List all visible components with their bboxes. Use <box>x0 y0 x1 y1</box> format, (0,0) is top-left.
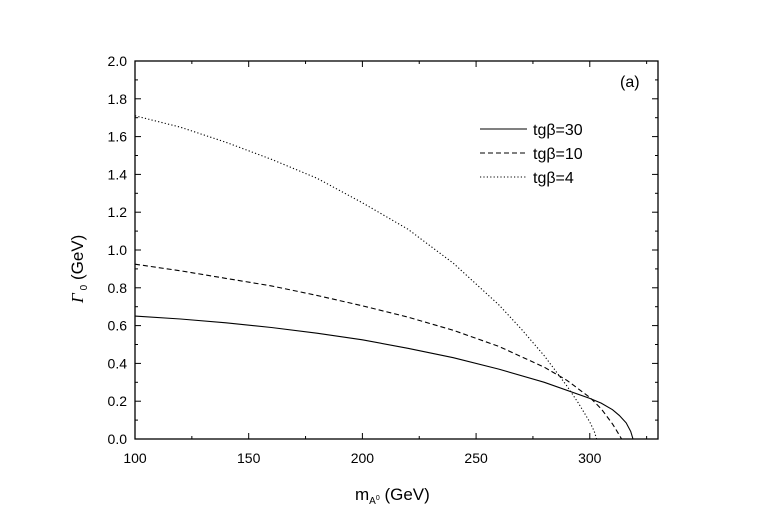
x-axis-title-unit: (GeV) <box>380 485 430 504</box>
plot-frame <box>134 60 659 440</box>
y-tick-label: 0.8 <box>108 280 128 296</box>
y-axis-title: Γ 0 (GeV) <box>68 235 90 304</box>
y-tick-label: 0.2 <box>108 393 128 409</box>
series-line-1 <box>134 315 634 440</box>
legend: tgβ=30 tgβ=10 tgβ=4 <box>480 122 583 187</box>
x-axis-title-superscript: 0 <box>376 495 380 502</box>
y-axis-title-unit: (GeV) <box>68 235 87 285</box>
x-tick-label: 300 <box>578 450 602 466</box>
y-axis-title-subscript: 0 <box>79 284 90 290</box>
tick-layer: 100 150 200 250 300 0.0 0.2 0.4 0.6 0.8 1.0 1.2 1.4 1… <box>108 53 658 466</box>
x-axis-title-subscript: A <box>369 496 376 507</box>
y-tick-label: 1.8 <box>108 91 128 107</box>
plot-area <box>134 60 659 440</box>
series-layer <box>134 115 634 440</box>
legend-label: tgβ=4 <box>533 170 574 187</box>
y-tick-label: 0.6 <box>108 318 128 334</box>
y-tick-label: 0.4 <box>108 355 128 371</box>
panel-label: (a) <box>620 74 640 91</box>
legend-label: tgβ=10 <box>533 146 583 163</box>
y-tick-label: 1.2 <box>108 204 128 220</box>
x-tick-label: 250 <box>464 450 488 466</box>
y-tick-label: 1.0 <box>108 242 128 258</box>
y-tick-label: 0.0 <box>108 431 128 447</box>
x-axis-title-main: m <box>355 485 369 504</box>
series-line-3 <box>134 115 598 440</box>
x-axis-title: mA0 (GeV) <box>355 485 430 507</box>
x-tick-label: 100 <box>123 450 147 466</box>
y-tick-label: 1.6 <box>108 129 128 145</box>
y-tick-label: 1.4 <box>108 166 128 182</box>
x-tick-label: 150 <box>237 450 261 466</box>
x-tick-label: 200 <box>351 450 375 466</box>
series-line-2 <box>134 263 623 440</box>
y-tick-label: 2.0 <box>108 53 128 69</box>
y-axis-title-main: Γ <box>68 292 87 304</box>
legend-label: tgβ=30 <box>533 122 583 139</box>
